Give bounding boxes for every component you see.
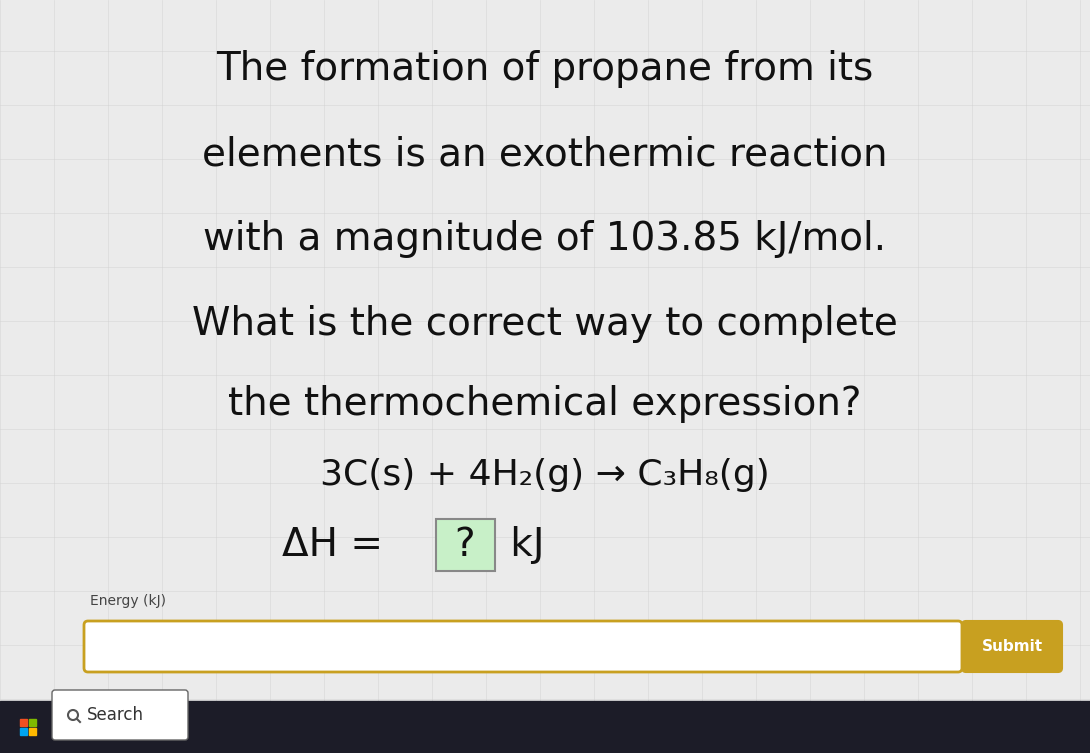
Text: elements is an exothermic reaction: elements is an exothermic reaction	[203, 135, 887, 173]
Text: ΔH =: ΔH =	[281, 526, 395, 564]
Text: What is the correct way to complete: What is the correct way to complete	[192, 305, 898, 343]
Bar	[29, 719, 36, 726]
Text: kJ: kJ	[498, 526, 545, 564]
Text: Search: Search	[86, 706, 144, 724]
FancyBboxPatch shape	[962, 621, 1062, 672]
Text: the thermochemical expression?: the thermochemical expression?	[228, 385, 862, 423]
Text: 3C(s) + 4H₂(g) → C₃H₈(g): 3C(s) + 4H₂(g) → C₃H₈(g)	[320, 458, 770, 492]
Bar	[29, 728, 36, 735]
Text: Energy (kJ): Energy (kJ)	[90, 594, 166, 608]
Text: The formation of propane from its: The formation of propane from its	[217, 50, 873, 88]
Bar	[20, 728, 27, 735]
FancyBboxPatch shape	[84, 621, 962, 672]
Text: ?: ?	[455, 526, 475, 564]
FancyBboxPatch shape	[52, 690, 187, 740]
Text: Submit: Submit	[981, 639, 1042, 654]
FancyBboxPatch shape	[436, 519, 495, 571]
Text: with a magnitude of 103.85 kJ/mol.: with a magnitude of 103.85 kJ/mol.	[204, 220, 886, 258]
Bar	[0, 701, 1090, 753]
Bar	[20, 719, 27, 726]
